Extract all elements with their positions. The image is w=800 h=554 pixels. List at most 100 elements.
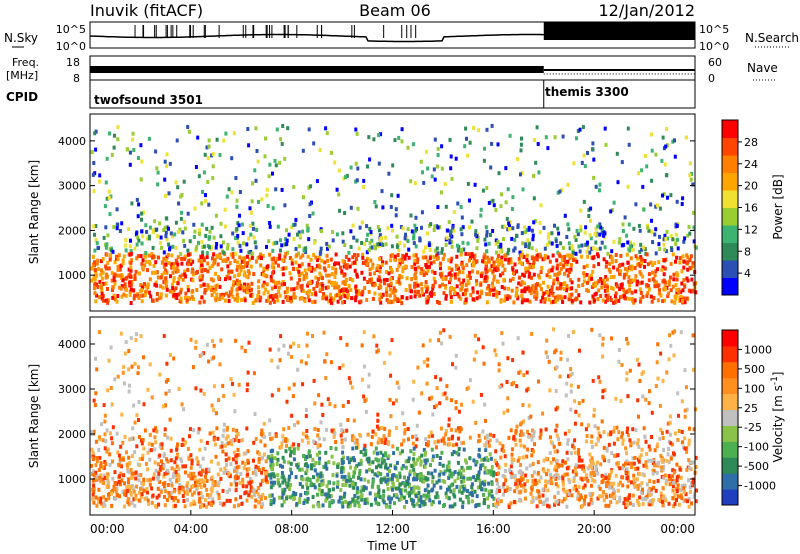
heatmap-cell bbox=[490, 482, 494, 486]
heatmap-cell bbox=[306, 294, 310, 299]
heatmap-cell bbox=[398, 482, 402, 487]
heatmap-cell bbox=[347, 284, 351, 288]
heatmap-cell bbox=[626, 470, 630, 475]
heatmap-cell bbox=[650, 218, 653, 223]
heatmap-cell bbox=[222, 394, 226, 399]
heatmap-cell bbox=[671, 330, 675, 335]
heatmap-cell bbox=[200, 274, 204, 279]
heatmap-cell bbox=[235, 476, 239, 481]
heatmap-cell bbox=[262, 452, 266, 457]
heatmap-cell bbox=[92, 224, 96, 229]
heatmap-cell bbox=[218, 254, 222, 259]
heatmap-cell bbox=[137, 400, 141, 404]
heatmap-cell bbox=[296, 232, 299, 237]
heatmap-cell bbox=[269, 475, 273, 480]
heatmap-cell bbox=[655, 470, 659, 475]
heatmap-cell bbox=[520, 294, 524, 298]
heatmap-cell bbox=[603, 280, 607, 285]
heatmap-cell bbox=[674, 241, 678, 246]
heatmap-cell bbox=[468, 456, 472, 461]
heatmap-cell bbox=[650, 458, 654, 463]
heatmap-cell bbox=[468, 140, 472, 145]
heatmap-cell bbox=[145, 236, 149, 241]
heatmap-cell bbox=[107, 447, 110, 452]
heatmap-cell bbox=[252, 458, 255, 463]
heatmap-cell bbox=[601, 395, 605, 400]
heatmap-cell bbox=[583, 483, 587, 488]
heatmap-cell bbox=[487, 469, 490, 474]
heatmap-cell bbox=[139, 254, 143, 258]
heatmap-cell bbox=[403, 431, 407, 436]
heatmap-cell bbox=[656, 267, 660, 272]
heatmap-cell bbox=[105, 428, 109, 433]
heatmap-cell bbox=[460, 262, 464, 266]
heatmap-cell bbox=[687, 504, 691, 509]
heatmap-cell bbox=[215, 242, 219, 246]
heatmap-cell bbox=[313, 240, 317, 245]
heatmap-cell bbox=[393, 501, 396, 506]
heatmap-cell bbox=[596, 496, 600, 501]
heatmap-cell bbox=[515, 233, 518, 238]
heatmap-cell bbox=[173, 503, 177, 508]
heatmap-cell bbox=[285, 228, 288, 233]
heatmap-cell bbox=[432, 255, 436, 260]
heatmap-cell bbox=[685, 467, 689, 472]
heatmap-cell bbox=[649, 132, 653, 137]
heatmap-cell bbox=[322, 437, 326, 442]
heatmap-cell bbox=[527, 274, 531, 279]
heatmap-cell bbox=[195, 245, 199, 249]
heatmap-cell bbox=[319, 229, 323, 234]
heatmap-cell bbox=[453, 290, 457, 295]
heatmap-cell bbox=[567, 374, 570, 379]
heatmap-cell bbox=[575, 488, 579, 493]
heatmap-cell bbox=[556, 190, 560, 195]
freq-tick-bottom: 8 bbox=[73, 72, 80, 85]
heatmap-cell bbox=[450, 452, 454, 457]
heatmap-cell bbox=[440, 341, 444, 346]
heatmap-cell bbox=[343, 288, 347, 293]
heatmap-cell bbox=[223, 298, 227, 303]
heatmap-cell bbox=[174, 456, 178, 461]
heatmap-cell bbox=[412, 241, 416, 246]
heatmap-cell bbox=[177, 292, 181, 297]
heatmap-cell bbox=[141, 234, 145, 239]
heatmap-cell bbox=[133, 276, 137, 281]
heatmap-cell bbox=[617, 240, 621, 245]
heatmap-cell bbox=[577, 455, 581, 460]
heatmap-cell bbox=[147, 253, 151, 258]
heatmap-cell bbox=[157, 493, 161, 498]
heatmap-cell bbox=[554, 239, 558, 244]
heatmap-cell bbox=[269, 278, 273, 283]
heatmap-cell bbox=[675, 475, 679, 480]
heatmap-cell bbox=[523, 289, 527, 294]
heatmap-cell bbox=[625, 233, 629, 238]
heatmap-cell bbox=[525, 370, 529, 375]
heatmap-cell bbox=[466, 274, 469, 279]
heatmap-cell bbox=[94, 271, 98, 276]
heatmap-cell bbox=[326, 258, 329, 263]
heatmap-cell bbox=[103, 419, 107, 424]
heatmap-cell bbox=[292, 237, 296, 241]
heatmap-cell bbox=[99, 259, 103, 264]
heatmap-cell bbox=[334, 261, 337, 266]
heatmap-cell bbox=[133, 293, 137, 298]
heatmap-cell bbox=[164, 230, 168, 235]
heatmap-cell bbox=[543, 256, 547, 261]
heatmap-cell bbox=[480, 291, 484, 295]
heatmap-cell bbox=[137, 490, 141, 495]
heatmap-cell bbox=[611, 286, 615, 291]
heatmap-cell bbox=[99, 461, 103, 466]
heatmap-cell bbox=[168, 352, 172, 357]
heatmap-cell bbox=[126, 469, 130, 474]
heatmap-cell bbox=[521, 403, 525, 407]
heatmap-cell bbox=[563, 281, 567, 286]
heatmap-cell bbox=[415, 260, 419, 265]
heatmap-cell bbox=[303, 299, 307, 304]
heatmap-cell bbox=[565, 268, 569, 273]
heatmap-cell bbox=[422, 360, 426, 365]
heatmap-cell bbox=[273, 241, 277, 246]
heatmap-cell bbox=[154, 468, 158, 473]
heatmap-cell bbox=[620, 363, 624, 367]
heatmap-cell bbox=[468, 378, 472, 383]
heatmap-cell bbox=[376, 440, 380, 445]
